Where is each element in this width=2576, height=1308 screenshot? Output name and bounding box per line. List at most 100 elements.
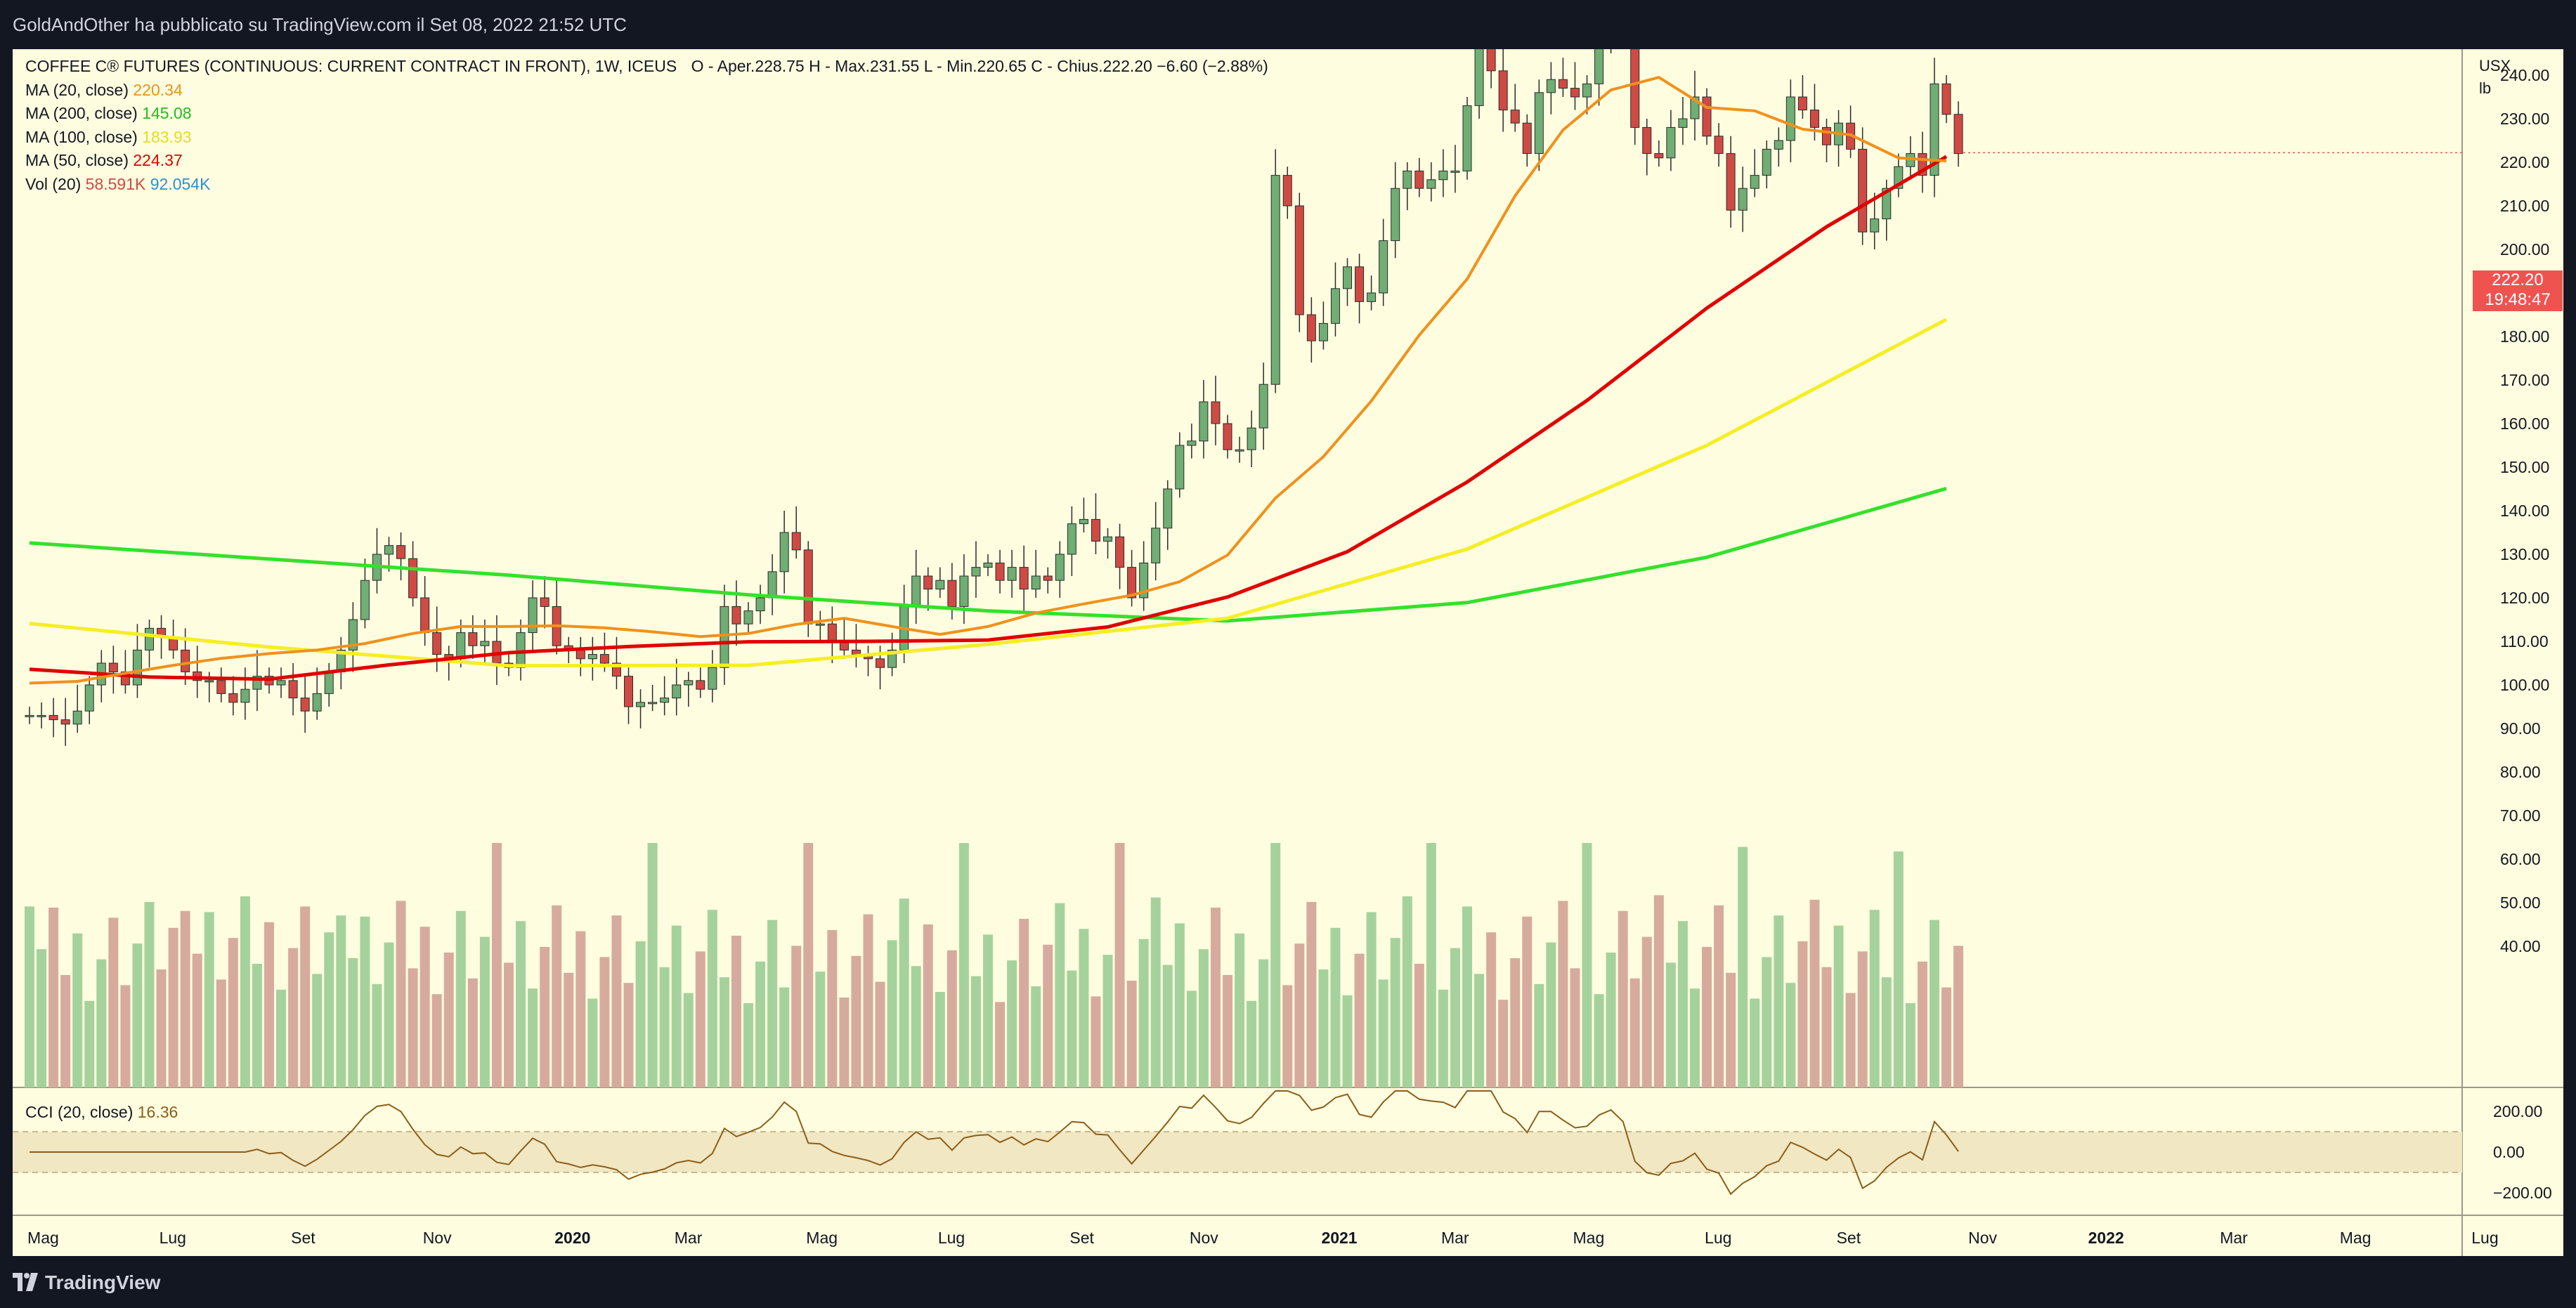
volume-bar	[204, 912, 214, 1087]
candle	[1007, 567, 1017, 581]
candle	[1426, 179, 1436, 189]
vol-value-a: 58.591K	[85, 174, 146, 193]
chart-area[interactable]: 40.00 50.00 60.00 70.00 80.00 90.00 100.00 110.…	[13, 49, 2563, 1256]
volume-bar	[575, 931, 586, 1087]
volume-bar	[1402, 896, 1412, 1087]
cci-legend[interactable]: CCI (20, close) 16.36	[25, 1103, 178, 1122]
volume-bar	[264, 922, 274, 1087]
x-tick-label: Lug	[1705, 1229, 1731, 1247]
candle	[1318, 322, 1328, 341]
x-tick-label: Mag	[2340, 1229, 2372, 1247]
candle	[1941, 83, 1951, 115]
ma20-label: MA (20, close)	[25, 80, 129, 99]
candle	[947, 580, 957, 607]
candle	[1355, 266, 1365, 302]
footer-bar: TradingView	[0, 1257, 2576, 1308]
volume-bar	[1738, 846, 1748, 1087]
tradingview-logo-icon[interactable]	[13, 1273, 38, 1291]
volume-bar	[1174, 923, 1185, 1087]
candle	[1343, 266, 1352, 289]
candle	[384, 545, 393, 555]
y-tick-label: 210.00	[2500, 197, 2549, 215]
candle	[1570, 88, 1580, 98]
y-tick-label: 230.00	[2500, 110, 2549, 128]
volume-bar	[1102, 955, 1113, 1087]
candle	[636, 702, 646, 707]
volume-bar	[252, 964, 262, 1087]
volume-bar	[479, 936, 490, 1087]
volume-bar	[1067, 970, 1077, 1087]
volume-bar	[779, 987, 790, 1087]
candle	[1630, 49, 1640, 128]
symbol-title[interactable]: COFFEE C® FUTURES (CONTINUOUS: CURRENT C…	[25, 57, 677, 75]
volume-bar	[37, 949, 47, 1087]
candle	[1774, 140, 1783, 150]
candle	[1199, 401, 1209, 442]
candle	[528, 597, 538, 634]
candle	[420, 597, 430, 634]
candle	[755, 597, 765, 612]
volume-bar	[120, 985, 131, 1087]
candle	[923, 575, 933, 590]
legend-ma50[interactable]: MA (50, close) 224.37	[25, 149, 1268, 173]
volume-bar	[1366, 912, 1377, 1087]
candle	[660, 698, 670, 703]
volume-bar	[1570, 968, 1580, 1087]
candle	[1678, 118, 1688, 128]
volume-bar	[1762, 957, 1772, 1087]
volume-bar	[947, 950, 957, 1087]
candle	[60, 719, 70, 725]
price-chart[interactable]: 40.00 50.00 60.00 70.00 80.00 90.00 100.00 110.…	[13, 49, 2563, 1256]
volume-bar	[443, 953, 454, 1087]
candle	[432, 632, 442, 655]
volume-bar	[1486, 932, 1497, 1087]
legend-ma20[interactable]: MA (20, close) 220.34	[25, 79, 1268, 103]
candle	[300, 698, 310, 712]
volume-bar	[1270, 843, 1281, 1087]
volume-bar	[192, 953, 202, 1087]
volume-bar	[1594, 994, 1604, 1087]
candle	[624, 676, 633, 707]
x-tick-label: 2022	[2088, 1229, 2124, 1247]
candle	[276, 680, 286, 686]
legend-ma100[interactable]: MA (100, close) 183.93	[25, 126, 1268, 150]
last-price: 222.20	[2492, 270, 2544, 289]
candle	[228, 693, 238, 703]
candle	[1809, 110, 1819, 128]
volume-bar	[1845, 993, 1856, 1087]
candle	[516, 632, 526, 668]
candle	[84, 684, 94, 712]
volume-bar	[1629, 978, 1640, 1087]
volume-bar	[1905, 1003, 1915, 1087]
volume-bar	[1893, 851, 1904, 1087]
volume-bar	[84, 1000, 95, 1087]
volume-bar	[635, 941, 646, 1087]
volume-bar	[1450, 948, 1460, 1087]
volume-bar	[791, 946, 802, 1087]
volume-bar	[1510, 958, 1521, 1087]
volume-bar	[1726, 972, 1736, 1087]
candle	[181, 649, 190, 672]
volume-bar	[348, 958, 358, 1087]
candle	[1091, 518, 1100, 542]
candle	[1175, 445, 1185, 490]
candle	[1163, 488, 1173, 529]
candle	[1043, 575, 1053, 581]
candle	[911, 575, 921, 607]
volume-bar	[1162, 964, 1173, 1087]
candle	[1510, 110, 1520, 124]
volume-bar	[455, 910, 466, 1087]
legend-volume[interactable]: Vol (20) 58.591K 92.054K	[25, 173, 1268, 197]
volume-bar	[552, 905, 562, 1087]
volume-bar	[516, 921, 526, 1087]
legend-ma200[interactable]: MA (200, close) 145.08	[25, 102, 1268, 126]
brand-name[interactable]: TradingView	[45, 1271, 161, 1293]
x-tick-label: Nov	[423, 1229, 452, 1247]
volume-bar	[132, 943, 143, 1087]
volume-bar	[312, 974, 323, 1087]
candle	[684, 680, 694, 686]
cci-tick-label: −200.00	[2493, 1184, 2552, 1202]
x-tick-label: Lug	[160, 1229, 186, 1247]
candle	[1498, 70, 1508, 111]
ohlc-values: O - Aper.228.75 H - Max.231.55 L - Min.2…	[691, 57, 1268, 75]
